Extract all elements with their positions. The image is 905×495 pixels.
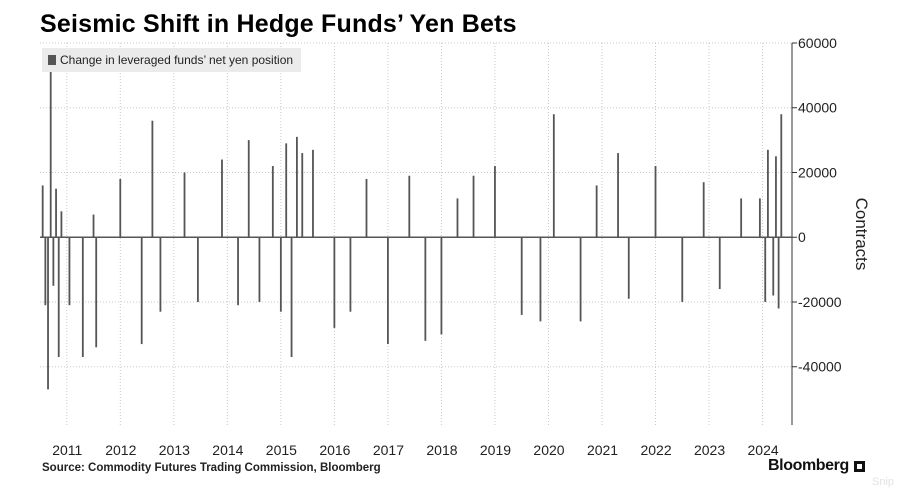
- x-tick-label: 2012: [105, 442, 136, 458]
- data-bar: [552, 114, 555, 238]
- data-bar: [758, 198, 761, 238]
- x-tick-label: 2022: [640, 442, 671, 458]
- data-bar: [271, 166, 274, 238]
- data-bar: [290, 237, 293, 358]
- data-bar: [60, 211, 63, 238]
- data-bar: [764, 237, 767, 302]
- data-bar: [41, 185, 44, 238]
- legend-swatch: [48, 55, 56, 65]
- y-axis-title: Contracts: [852, 198, 871, 271]
- data-bar: [95, 237, 98, 348]
- x-tick-label: 2011: [52, 442, 82, 458]
- x-tick-label: 2024: [748, 442, 779, 458]
- data-bar: [440, 237, 443, 335]
- data-bar: [775, 156, 777, 238]
- y-tick-label: 20000: [798, 164, 837, 180]
- data-bar: [81, 237, 84, 358]
- x-tick-label: 2018: [426, 442, 457, 458]
- x-tick-label: 2019: [480, 442, 511, 458]
- data-bar: [365, 178, 368, 238]
- data-bar: [520, 237, 523, 315]
- data-bar: [777, 237, 780, 309]
- y-tick-label: -20000: [798, 294, 842, 310]
- x-tick-label: 2023: [694, 442, 725, 458]
- snip-watermark: Snip: [872, 476, 895, 488]
- data-bar: [494, 166, 496, 238]
- data-bar: [780, 114, 783, 238]
- data-bar: [92, 214, 95, 238]
- y-tick-label: -40000: [798, 359, 842, 375]
- data-bar: [595, 185, 598, 238]
- data-bar: [55, 188, 57, 238]
- data-bar: [424, 237, 427, 341]
- data-bar: [718, 237, 721, 290]
- y-tick-label: 60000: [798, 35, 837, 51]
- data-bar: [221, 159, 223, 238]
- data-bar: [702, 182, 705, 238]
- data-bar: [387, 237, 389, 345]
- data-bar: [654, 166, 657, 238]
- data-bar: [140, 237, 143, 345]
- data-bar: [44, 237, 47, 306]
- data-bar: [237, 237, 239, 306]
- data-bar: [119, 178, 122, 238]
- data-bar: [579, 237, 582, 322]
- data-bar: [617, 153, 619, 238]
- data-bar: [258, 237, 261, 302]
- data-bar: [627, 237, 630, 299]
- x-tick-label: 2021: [587, 442, 618, 458]
- brand-name: Bloomberg: [768, 457, 849, 474]
- chart-legend: Change in leveraged funds’ net yen posit…: [42, 48, 302, 72]
- bloomberg-logo: Bloomberg: [768, 457, 865, 475]
- data-bar: [349, 237, 352, 312]
- data-bar: [740, 198, 743, 238]
- data-bar: [472, 175, 475, 238]
- data-bar: [767, 149, 769, 238]
- data-bar: [285, 143, 288, 238]
- y-tick-label: 0: [798, 229, 806, 245]
- data-bar: [47, 237, 49, 390]
- data-bar: [539, 237, 542, 322]
- data-bar: [296, 136, 298, 238]
- data-bar: [333, 237, 336, 328]
- data-bar: [408, 175, 411, 238]
- x-tick-label: 2016: [319, 442, 350, 458]
- data-bar: [49, 68, 52, 238]
- x-tick-label: 2017: [373, 442, 404, 458]
- data-bar: [52, 237, 55, 286]
- data-bar: [301, 153, 304, 238]
- x-tick-label: 2013: [159, 442, 190, 458]
- x-tick-label: 2020: [533, 442, 564, 458]
- data-bar: [247, 140, 250, 238]
- data-bar: [681, 237, 684, 302]
- data-bar: [456, 198, 459, 238]
- x-tick-label: 2015: [266, 442, 297, 458]
- data-bar: [183, 172, 186, 238]
- data-bar: [151, 120, 154, 238]
- bloomberg-terminal-icon: [853, 460, 865, 472]
- x-tick-label: 2014: [212, 442, 243, 458]
- y-tick-label: 40000: [798, 100, 837, 116]
- data-bar: [159, 237, 162, 312]
- data-bar: [279, 237, 282, 312]
- chart-title: Seismic Shift in Hedge Funds’ Yen Bets: [40, 10, 517, 38]
- data-bar: [196, 237, 199, 302]
- source-note: Source: Commodity Futures Trading Commis…: [42, 462, 381, 474]
- legend-label: Change in leveraged funds’ net yen posit…: [60, 53, 294, 67]
- data-bar: [57, 237, 60, 358]
- data-bar: [772, 237, 775, 296]
- data-bar: [68, 237, 71, 306]
- data-bar: [312, 149, 314, 238]
